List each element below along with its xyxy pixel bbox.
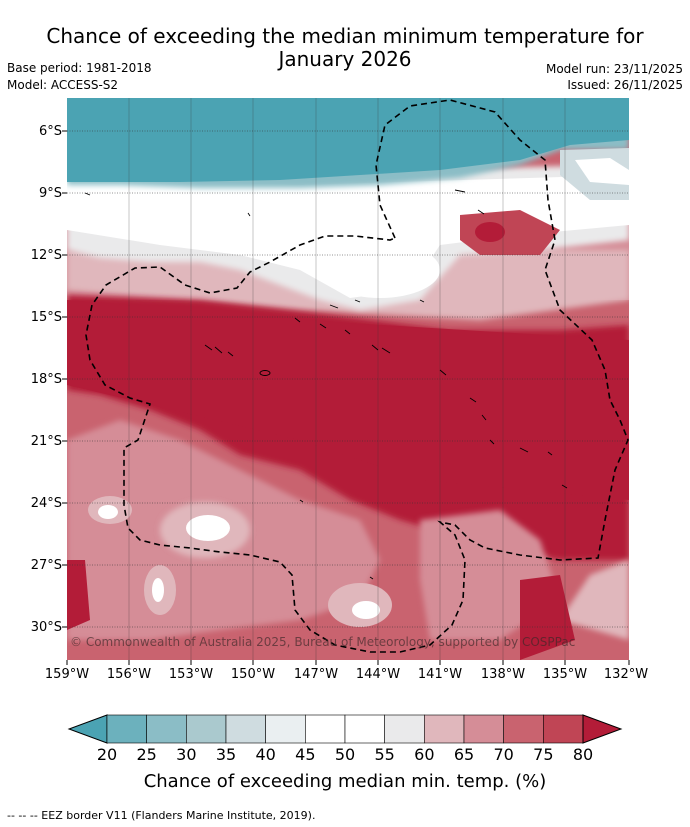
colorbar-tick-label: 70 xyxy=(493,745,514,764)
copyright-notice: © Commonwealth of Australia 2025, Bureau… xyxy=(70,635,576,649)
base-period-label: Base period: 1981-2018 xyxy=(7,61,152,75)
lat-label-12s: 12°S xyxy=(30,248,62,263)
lon-label-144w: 144°W xyxy=(355,667,401,682)
map-title-line1: Chance of exceeding the median minimum t… xyxy=(46,24,644,48)
colorbar-tick-label: 65 xyxy=(453,745,475,764)
colorbar-segment xyxy=(344,714,385,744)
colorbar-tick-label: 55 xyxy=(374,745,395,764)
colorbar-segment xyxy=(146,714,187,744)
colorbar-segment xyxy=(503,714,544,744)
colorbar-segment xyxy=(424,714,465,744)
colorbar-tick-label: 30 xyxy=(176,745,197,764)
colorbar-segment xyxy=(265,714,306,744)
colorbar-segment xyxy=(305,714,346,744)
colorbar-tick-label: 50 xyxy=(334,745,356,764)
colorbar-tick-label: 40 xyxy=(255,745,276,764)
lon-label-153w: 153°W xyxy=(168,667,214,682)
colorbar-segment xyxy=(384,714,425,744)
colorbar-title: Chance of exceeding median min. temp. (%… xyxy=(143,771,547,792)
issued-label: Issued: 26/11/2025 xyxy=(567,78,683,92)
colorbar-tick-label: 80 xyxy=(572,745,594,764)
colorbar-segment xyxy=(106,714,147,744)
colorbar-tick-label: 25 xyxy=(136,745,157,764)
colorbar-arrow-low xyxy=(67,714,108,744)
lat-label-30s: 30°S xyxy=(30,620,62,635)
lon-label-132w: 132°W xyxy=(603,667,649,682)
eez-legend-note: -- -- -- EEZ border V11 (Flanders Marine… xyxy=(7,809,316,822)
colorbar-segment xyxy=(225,714,266,744)
colorbar-segment xyxy=(186,714,227,744)
lon-label-147w: 147°W xyxy=(293,667,339,682)
model-label: Model: ACCESS-S2 xyxy=(7,78,119,92)
eez-border xyxy=(85,99,629,653)
lon-label-159w: 159°W xyxy=(44,667,90,682)
lat-label-18s: 18°S xyxy=(30,372,62,387)
islands xyxy=(84,189,568,580)
colorbar-tick-label: 60 xyxy=(414,745,435,764)
colorbar xyxy=(67,714,623,744)
lat-gridlines xyxy=(67,130,629,628)
lat-label-9s: 9°S xyxy=(38,186,62,201)
colorbar-segment xyxy=(463,714,504,744)
colorbar-tick-label: 45 xyxy=(295,745,316,764)
colorbar-segment xyxy=(543,714,584,744)
lon-label-141w: 141°W xyxy=(417,667,463,682)
axis-ticks xyxy=(62,130,630,665)
lat-label-27s: 27°S xyxy=(30,558,62,573)
model-run-label: Model run: 23/11/2025 xyxy=(545,62,683,76)
lon-label-156w: 156°W xyxy=(106,667,152,682)
map-title-line2: January 2026 xyxy=(278,47,412,71)
colorbar-tick-label: 20 xyxy=(96,745,118,764)
lon-label-150w: 150°W xyxy=(230,667,276,682)
lon-label-135w: 135°W xyxy=(542,667,588,682)
lat-label-15s: 15°S xyxy=(30,310,62,325)
lon-gridlines xyxy=(128,98,566,660)
lon-label-138w: 138°W xyxy=(480,667,526,682)
probability-field xyxy=(67,98,629,660)
colorbar-arrow-high xyxy=(582,714,623,744)
lat-label-24s: 24°S xyxy=(30,496,62,511)
lat-label-6s: 6°S xyxy=(38,124,62,139)
lat-label-21s: 21°S xyxy=(30,434,62,449)
colorbar-tick-label: 75 xyxy=(533,745,554,764)
colorbar-tick-label: 35 xyxy=(215,745,237,764)
